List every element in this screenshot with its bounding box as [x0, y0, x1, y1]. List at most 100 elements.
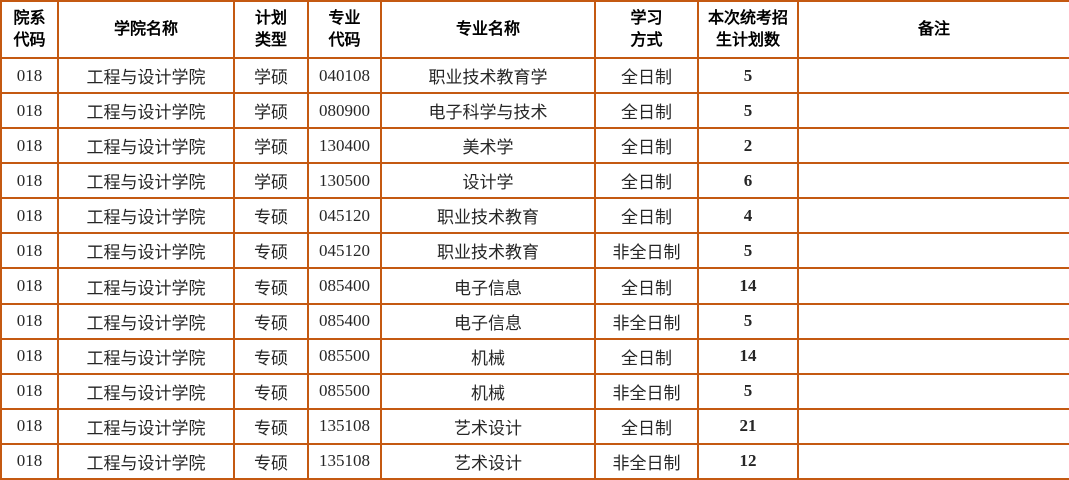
table-row: 018 工程与设计学院 专硕 085400 电子信息 全日制 14: [0, 267, 1069, 305]
college-name-cell: 工程与设计学院: [57, 127, 235, 165]
plan-count-cell: 5: [697, 372, 799, 410]
major-code-cell: 085500: [307, 337, 382, 375]
table-row: 018 工程与设计学院 专硕 085500 机械 非全日制 5: [0, 372, 1069, 410]
remark-cell: [797, 232, 1069, 270]
major-name-cell: 美术学: [380, 127, 596, 165]
study-mode-cell: 全日制: [594, 407, 699, 445]
study-mode-cell: 非全日制: [594, 232, 699, 270]
dept-code-cell: 018: [0, 56, 59, 95]
table-row: 018 工程与设计学院 学硕 130500 设计学 全日制 6: [0, 162, 1069, 200]
major-name-cell: 职业技术教育: [380, 197, 596, 235]
study-mode-cell: 全日制: [594, 92, 699, 130]
college-name-cell: 工程与设计学院: [57, 92, 235, 130]
dept-code-cell: 018: [0, 267, 59, 305]
college-name-cell: 工程与设计学院: [57, 162, 235, 200]
plan-type-cell: 学硕: [233, 127, 309, 165]
study-mode-cell: 全日制: [594, 56, 699, 95]
remark-cell: [797, 197, 1069, 235]
major-code-cell: 040108: [307, 56, 382, 95]
remark-cell: [797, 407, 1069, 445]
header-major-name: 专业名称: [380, 0, 596, 59]
plan-count-cell: 5: [697, 302, 799, 340]
college-name-cell: 工程与设计学院: [57, 372, 235, 410]
major-name-cell: 机械: [380, 337, 596, 375]
college-name-cell: 工程与设计学院: [57, 407, 235, 445]
dept-code-cell: 018: [0, 92, 59, 130]
header-major-code: 专业 代码: [307, 0, 382, 59]
dept-code-cell: 018: [0, 302, 59, 340]
major-name-cell: 机械: [380, 372, 596, 410]
study-mode-cell: 全日制: [594, 267, 699, 305]
plan-count-cell: 5: [697, 232, 799, 270]
study-mode-cell: 非全日制: [594, 302, 699, 340]
remark-cell: [797, 337, 1069, 375]
plan-type-cell: 专硕: [233, 442, 309, 480]
major-code-cell: 130400: [307, 127, 382, 165]
major-name-cell: 职业技术教育学: [380, 56, 596, 95]
table-row: 018 工程与设计学院 专硕 135108 艺术设计 非全日制 12: [0, 442, 1069, 480]
plan-count-cell: 6: [697, 162, 799, 200]
plan-type-cell: 专硕: [233, 372, 309, 410]
major-code-cell: 130500: [307, 162, 382, 200]
plan-count-cell: 14: [697, 337, 799, 375]
major-code-cell: 085500: [307, 372, 382, 410]
major-name-cell: 电子信息: [380, 302, 596, 340]
college-name-cell: 工程与设计学院: [57, 337, 235, 375]
major-code-cell: 135108: [307, 407, 382, 445]
study-mode-cell: 非全日制: [594, 442, 699, 480]
table-row: 018 工程与设计学院 专硕 045120 职业技术教育 全日制 4: [0, 197, 1069, 235]
college-name-cell: 工程与设计学院: [57, 267, 235, 305]
study-mode-cell: 非全日制: [594, 372, 699, 410]
plan-type-cell: 专硕: [233, 267, 309, 305]
dept-code-cell: 018: [0, 442, 59, 480]
dept-code-cell: 018: [0, 337, 59, 375]
dept-code-cell: 018: [0, 407, 59, 445]
study-mode-cell: 全日制: [594, 162, 699, 200]
dept-code-cell: 018: [0, 162, 59, 200]
table-row: 018 工程与设计学院 专硕 135108 艺术设计 全日制 21: [0, 407, 1069, 445]
major-code-cell: 045120: [307, 197, 382, 235]
plan-count-cell: 4: [697, 197, 799, 235]
major-code-cell: 135108: [307, 442, 382, 480]
header-dept-code: 院系 代码: [0, 0, 59, 59]
table-header-row: 院系 代码 学院名称 计划 类型 专业 代码 专业名称 学习 方式 本次统考招 …: [0, 0, 1069, 59]
major-code-cell: 085400: [307, 267, 382, 305]
remark-cell: [797, 127, 1069, 165]
header-plan-count: 本次统考招 生计划数: [697, 0, 799, 59]
remark-cell: [797, 442, 1069, 480]
table-row: 018 工程与设计学院 学硕 080900 电子科学与技术 全日制 5: [0, 92, 1069, 130]
remark-cell: [797, 162, 1069, 200]
plan-type-cell: 专硕: [233, 407, 309, 445]
plan-count-cell: 5: [697, 56, 799, 95]
header-study-mode: 学习 方式: [594, 0, 699, 59]
major-code-cell: 080900: [307, 92, 382, 130]
study-mode-cell: 全日制: [594, 337, 699, 375]
major-name-cell: 设计学: [380, 162, 596, 200]
major-code-cell: 085400: [307, 302, 382, 340]
header-college-name: 学院名称: [57, 0, 235, 59]
dept-code-cell: 018: [0, 127, 59, 165]
dept-code-cell: 018: [0, 197, 59, 235]
table-row: 018 工程与设计学院 专硕 045120 职业技术教育 非全日制 5: [0, 232, 1069, 270]
plan-type-cell: 专硕: [233, 302, 309, 340]
table-row: 018 工程与设计学院 学硕 040108 职业技术教育学 全日制 5: [0, 56, 1069, 95]
major-code-cell: 045120: [307, 232, 382, 270]
table-row: 018 工程与设计学院 学硕 130400 美术学 全日制 2: [0, 127, 1069, 165]
remark-cell: [797, 302, 1069, 340]
header-remark: 备注: [797, 0, 1069, 59]
plan-count-cell: 12: [697, 442, 799, 480]
plan-count-cell: 14: [697, 267, 799, 305]
study-mode-cell: 全日制: [594, 197, 699, 235]
dept-code-cell: 018: [0, 232, 59, 270]
college-name-cell: 工程与设计学院: [57, 302, 235, 340]
college-name-cell: 工程与设计学院: [57, 232, 235, 270]
college-name-cell: 工程与设计学院: [57, 56, 235, 95]
dept-code-cell: 018: [0, 372, 59, 410]
plan-type-cell: 专硕: [233, 232, 309, 270]
plan-count-cell: 5: [697, 92, 799, 130]
plan-type-cell: 学硕: [233, 92, 309, 130]
plan-type-cell: 专硕: [233, 197, 309, 235]
table-row: 018 工程与设计学院 专硕 085400 电子信息 非全日制 5: [0, 302, 1069, 340]
plan-type-cell: 学硕: [233, 162, 309, 200]
